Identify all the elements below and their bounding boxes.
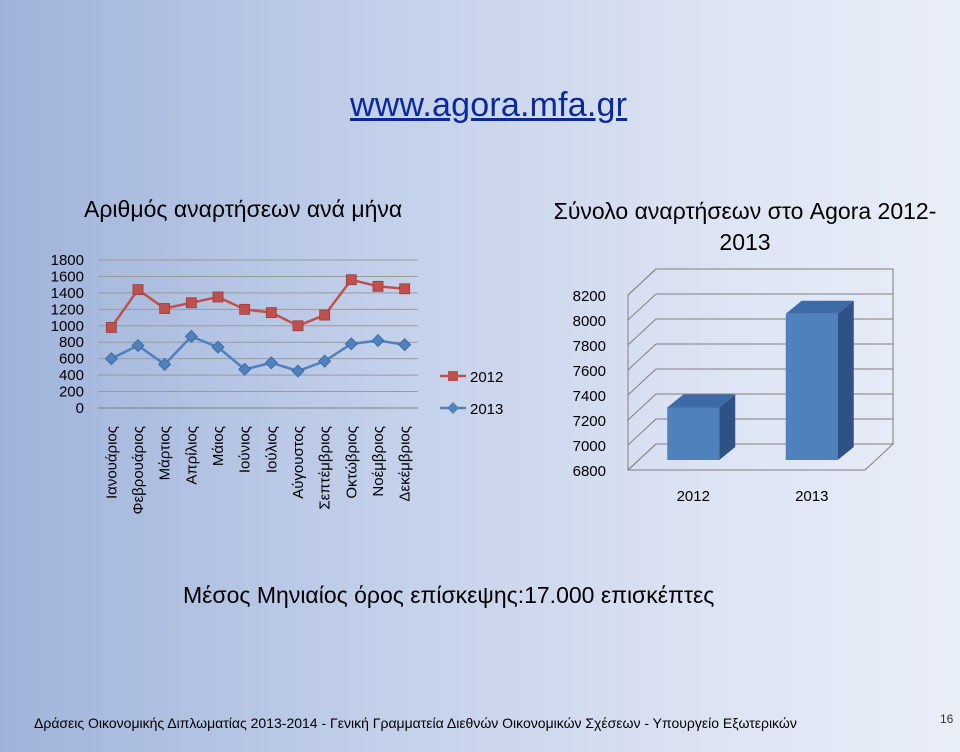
bar-chart-3d: 6800 7000 7200 7400 7600 7800 8000 8200 2012 2013 xyxy=(573,268,895,505)
x-tick-label: Νοέμβριος xyxy=(370,426,387,497)
y-tick-label: 8200 xyxy=(573,288,606,305)
data-point-2013 xyxy=(211,340,225,354)
gridline xyxy=(627,418,657,446)
data-point-2013 xyxy=(131,338,145,353)
average-visitors-text: Μέσος Μηνιαίος όρος επίσκεψης:17.000 επι… xyxy=(183,582,715,608)
gridline xyxy=(627,393,657,421)
bar-top xyxy=(667,394,736,408)
data-point-2012 xyxy=(292,320,304,332)
data-point-2012 xyxy=(239,303,251,315)
data-point-2013 xyxy=(398,338,412,352)
data-point-2012 xyxy=(265,307,277,319)
gridline xyxy=(627,293,657,321)
bar xyxy=(667,407,720,460)
x-tick-label: Ιανουάριος xyxy=(103,426,120,499)
data-point-2012 xyxy=(159,303,171,314)
y-tick-label: 1000 xyxy=(51,318,84,335)
y-tick-label: 6800 xyxy=(573,463,606,480)
x-tick-label: Σεπτέμβριος xyxy=(317,426,334,510)
line-chart-title: Αριθμός αναρτήσεων ανά μήνα xyxy=(84,196,403,222)
bar-side xyxy=(719,394,736,460)
y-tick-label: 1600 xyxy=(51,268,84,285)
gridline xyxy=(627,368,657,396)
y-tick-label: 400 xyxy=(59,367,84,384)
x-tick-label: 2012 xyxy=(677,488,710,505)
bar-chart-title: Σύνολο αναρτήσεων στο Agora 2012-2013 xyxy=(553,198,937,255)
data-point-2013 xyxy=(371,334,385,348)
legend-label: 2012 xyxy=(470,369,503,386)
data-point-2012 xyxy=(212,291,224,303)
data-point-2013 xyxy=(104,352,118,366)
data-point-2012 xyxy=(345,274,357,286)
x-tick-label: Φεβρουάριος xyxy=(130,426,147,514)
data-point-2013 xyxy=(344,337,358,351)
gridline xyxy=(627,318,657,346)
legend-label: 2013 xyxy=(470,401,503,418)
y-tick-label: 7400 xyxy=(573,388,606,405)
y-tick-label: 200 xyxy=(59,384,84,401)
x-tick-label: Μάρτιος xyxy=(157,426,174,480)
y-tick-label: 7000 xyxy=(573,438,606,455)
x-tick-label: Δεκέμβριος xyxy=(397,426,414,502)
footer-text: Δράσεις Οικονομικής Διπλωματίας 2013-201… xyxy=(34,715,797,731)
x-tick-label: Ιούλιος xyxy=(263,426,280,473)
y-tick-label: 7600 xyxy=(573,363,606,380)
bar xyxy=(785,313,838,460)
y-tick-label: 1200 xyxy=(51,301,84,318)
data-point-2013 xyxy=(158,357,172,371)
y-tick-label: 0 xyxy=(76,400,84,417)
y-tick-label: 600 xyxy=(59,351,84,368)
gridline xyxy=(627,268,657,296)
y-tick-label: 1400 xyxy=(51,285,84,302)
x-tick-label: Αύγουστος xyxy=(290,426,307,499)
data-point-2012 xyxy=(132,284,144,296)
y-tick-label: 8000 xyxy=(573,313,606,330)
x-tick-label: Απρίλιος xyxy=(183,426,200,485)
gridline xyxy=(627,343,657,371)
data-point-2012 xyxy=(105,322,117,333)
data-point-2013 xyxy=(238,362,252,376)
x-tick-label: 2013 xyxy=(795,488,828,505)
data-point-2012 xyxy=(372,280,384,292)
y-tick-label: 1800 xyxy=(51,252,84,269)
data-point-2012 xyxy=(399,283,411,295)
data-point-2012 xyxy=(185,297,197,309)
x-tick-label: Ιούνιος xyxy=(237,426,254,473)
series-line-2013 xyxy=(110,334,405,373)
data-point-2012 xyxy=(319,309,331,321)
page-number: 16 xyxy=(940,712,954,726)
legend-marker xyxy=(448,371,458,381)
bar-side xyxy=(837,300,854,460)
y-tick-label: 7800 xyxy=(573,338,606,355)
x-tick-label: Οκτώβριος xyxy=(343,426,360,499)
bar-top xyxy=(785,300,854,314)
y-tick-label: 7200 xyxy=(573,413,606,430)
y-tick-label: 800 xyxy=(59,334,84,351)
data-point-2013 xyxy=(318,354,332,368)
x-tick-label: Μάιος xyxy=(210,426,227,466)
legend-marker xyxy=(447,402,459,414)
data-point-2013 xyxy=(291,364,305,378)
series-line-2012 xyxy=(110,278,405,329)
gridline xyxy=(627,443,657,471)
data-point-2013 xyxy=(264,356,278,370)
site-url[interactable]: www.agora.mfa.gr xyxy=(350,86,628,124)
data-point-2013 xyxy=(184,329,198,344)
